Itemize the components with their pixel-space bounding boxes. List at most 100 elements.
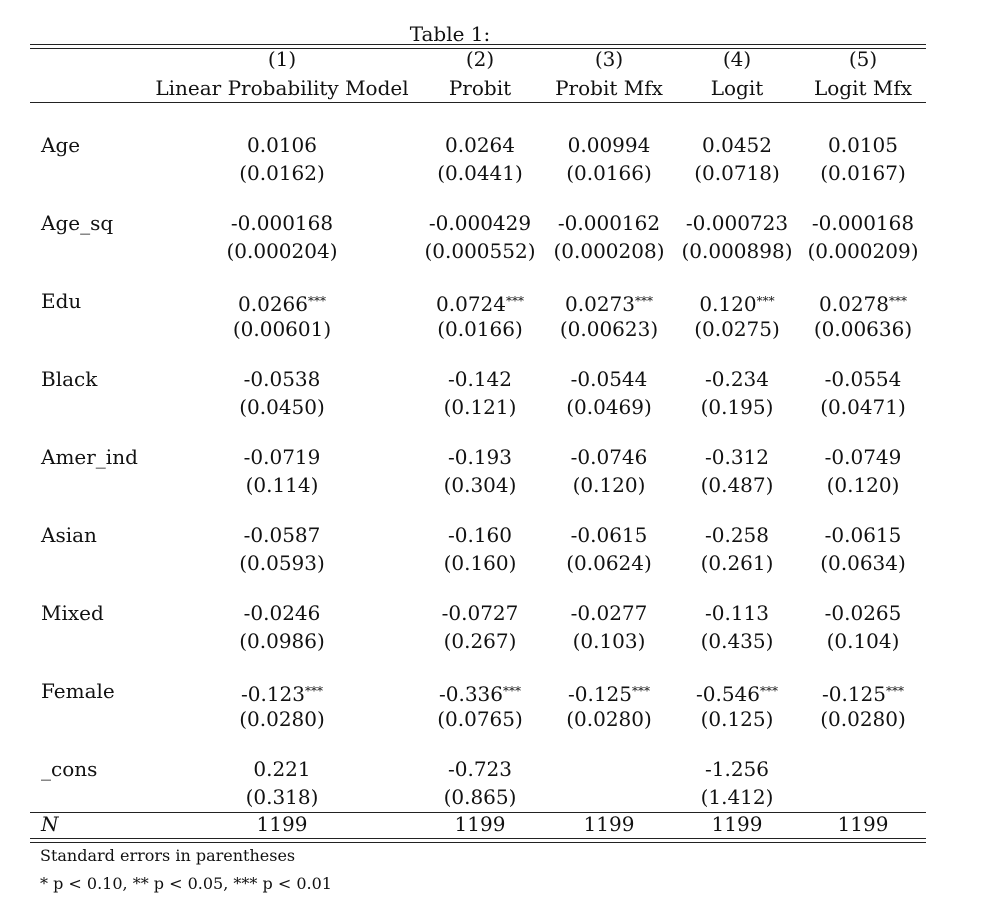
coefficient-value: -0.125 xyxy=(567,682,633,706)
column-label: Logit Mfx xyxy=(813,76,913,100)
bottom-rule xyxy=(30,838,926,839)
coefficient-cell: -0.000162 xyxy=(558,211,660,235)
coefficient-value: -0.113 xyxy=(704,601,770,625)
standard-error-cell: (0.304) xyxy=(443,473,517,497)
standard-error-cell: (0.125) xyxy=(700,707,774,731)
standard-error-cell: (0.103) xyxy=(572,629,646,653)
standard-error-cell: (1.412) xyxy=(700,785,774,809)
coefficient-value: -0.0277 xyxy=(570,601,648,625)
standard-error-cell: (0.00601) xyxy=(232,317,332,341)
coefficient-value: -1.256 xyxy=(704,757,770,781)
column-label: Linear Probability Model xyxy=(155,76,409,100)
coefficient-value: -0.0749 xyxy=(824,445,902,469)
table-caption: Table 1: xyxy=(409,22,491,46)
coefficient-cell: -0.312 xyxy=(705,445,769,469)
coefficient-value: -0.0727 xyxy=(441,601,519,625)
top-rule-double xyxy=(30,48,926,49)
standard-error-cell: (0.0275) xyxy=(694,317,780,341)
standard-error-cell: (0.0167) xyxy=(820,161,906,185)
column-label: Probit Mfx xyxy=(555,76,663,100)
standard-error-cell: (0.000209) xyxy=(807,239,919,263)
coefficient-value: -0.193 xyxy=(447,445,513,469)
coefficient-cell: 0.0264 xyxy=(445,133,515,157)
coefficient-value: -0.000429 xyxy=(428,211,532,235)
coefficient-cell: -0.234 xyxy=(705,367,769,391)
significance-stars: *** xyxy=(505,294,524,308)
coefficient-cell: 0.0106 xyxy=(247,133,317,157)
standard-error-cell: (0.0450) xyxy=(239,395,325,419)
coefficient-cell: -0.0587 xyxy=(244,523,321,547)
coefficient-value: 0.0273 xyxy=(565,292,635,316)
coefficient-cell: 0.221 xyxy=(253,757,310,781)
coefficient-cell: -0.000168 xyxy=(231,211,333,235)
standard-error-cell: (0.0471) xyxy=(820,395,906,419)
n-value: 1199 xyxy=(256,812,308,836)
significance-stars: *** xyxy=(888,294,907,308)
coefficient-cell: 0.0266*** xyxy=(238,289,326,316)
row-label: Female xyxy=(41,679,115,703)
row-label: Age_sq xyxy=(41,211,114,235)
standard-error-cell: (0.0162) xyxy=(239,161,325,185)
standard-error-cell: (0.0166) xyxy=(437,317,523,341)
coefficient-value: -0.723 xyxy=(447,757,513,781)
coefficient-cell: -0.0727 xyxy=(442,601,519,625)
standard-error-cell: (0.120) xyxy=(826,473,900,497)
n-label: N xyxy=(41,812,59,836)
standard-error-cell: (0.120) xyxy=(572,473,646,497)
column-number: (1) xyxy=(267,47,297,71)
significance-stars: *** xyxy=(886,684,905,698)
coefficient-value: 0.0264 xyxy=(445,133,515,157)
standard-error-cell: (0.0765) xyxy=(437,707,523,731)
coefficient-cell: -0.0615 xyxy=(571,523,648,547)
column-label: Probit xyxy=(448,76,512,100)
coefficient-value: 0.0724 xyxy=(436,292,506,316)
coefficient-cell: -0.000429 xyxy=(429,211,531,235)
note-standard-errors: Standard errors in parentheses xyxy=(40,846,296,865)
significance-stars: *** xyxy=(634,294,653,308)
standard-error-cell: (0.104) xyxy=(826,629,900,653)
standard-error-cell: (0.000204) xyxy=(226,239,338,263)
coefficient-cell: -0.546*** xyxy=(696,679,778,706)
coefficient-cell: -0.125*** xyxy=(822,679,904,706)
standard-error-cell: (0.0280) xyxy=(820,707,906,731)
coefficient-cell: -0.0538 xyxy=(244,367,321,391)
coefficient-cell: -0.0544 xyxy=(571,367,648,391)
row-label: Edu xyxy=(41,289,82,313)
standard-error-cell: (0.160) xyxy=(443,551,517,575)
standard-error-cell: (0.0280) xyxy=(239,707,325,731)
standard-error-cell: (0.00636) xyxy=(813,317,913,341)
n-value: 1199 xyxy=(837,812,889,836)
standard-error-cell: (0.267) xyxy=(443,629,517,653)
coefficient-value: -0.0544 xyxy=(570,367,648,391)
coefficient-cell: 0.0105 xyxy=(828,133,898,157)
coefficient-cell: -0.000168 xyxy=(812,211,914,235)
coefficient-cell: -0.0554 xyxy=(825,367,902,391)
standard-error-cell: (0.114) xyxy=(245,473,319,497)
row-label: Black xyxy=(41,367,98,391)
coefficient-cell: -0.0719 xyxy=(244,445,321,469)
coefficient-cell: -1.256 xyxy=(705,757,769,781)
n-value: 1199 xyxy=(583,812,635,836)
standard-error-cell: (0.0634) xyxy=(820,551,906,575)
column-number: (5) xyxy=(848,47,878,71)
standard-error-cell: (0.865) xyxy=(443,785,517,809)
coefficient-cell: -0.0246 xyxy=(244,601,321,625)
coefficient-value: -0.123 xyxy=(240,682,306,706)
significance-stars: *** xyxy=(503,684,522,698)
column-number: (4) xyxy=(722,47,752,71)
coefficient-cell: -0.0265 xyxy=(825,601,902,625)
standard-error-cell: (0.0593) xyxy=(239,551,325,575)
coefficient-value: -0.258 xyxy=(704,523,770,547)
coefficient-cell: -0.142 xyxy=(448,367,512,391)
standard-error-cell: (0.0986) xyxy=(239,629,325,653)
row-label: Mixed xyxy=(41,601,104,625)
coefficient-value: 0.00994 xyxy=(567,133,651,157)
coefficient-value: 0.120 xyxy=(699,292,757,316)
significance-stars: *** xyxy=(307,294,326,308)
coefficient-value: 0.0452 xyxy=(702,133,772,157)
coefficient-cell: -0.160 xyxy=(448,523,512,547)
coefficient-value: -0.000723 xyxy=(685,211,789,235)
coefficient-cell: 0.0724*** xyxy=(436,289,524,316)
column-number: (3) xyxy=(594,47,624,71)
standard-error-cell: (0.487) xyxy=(700,473,774,497)
